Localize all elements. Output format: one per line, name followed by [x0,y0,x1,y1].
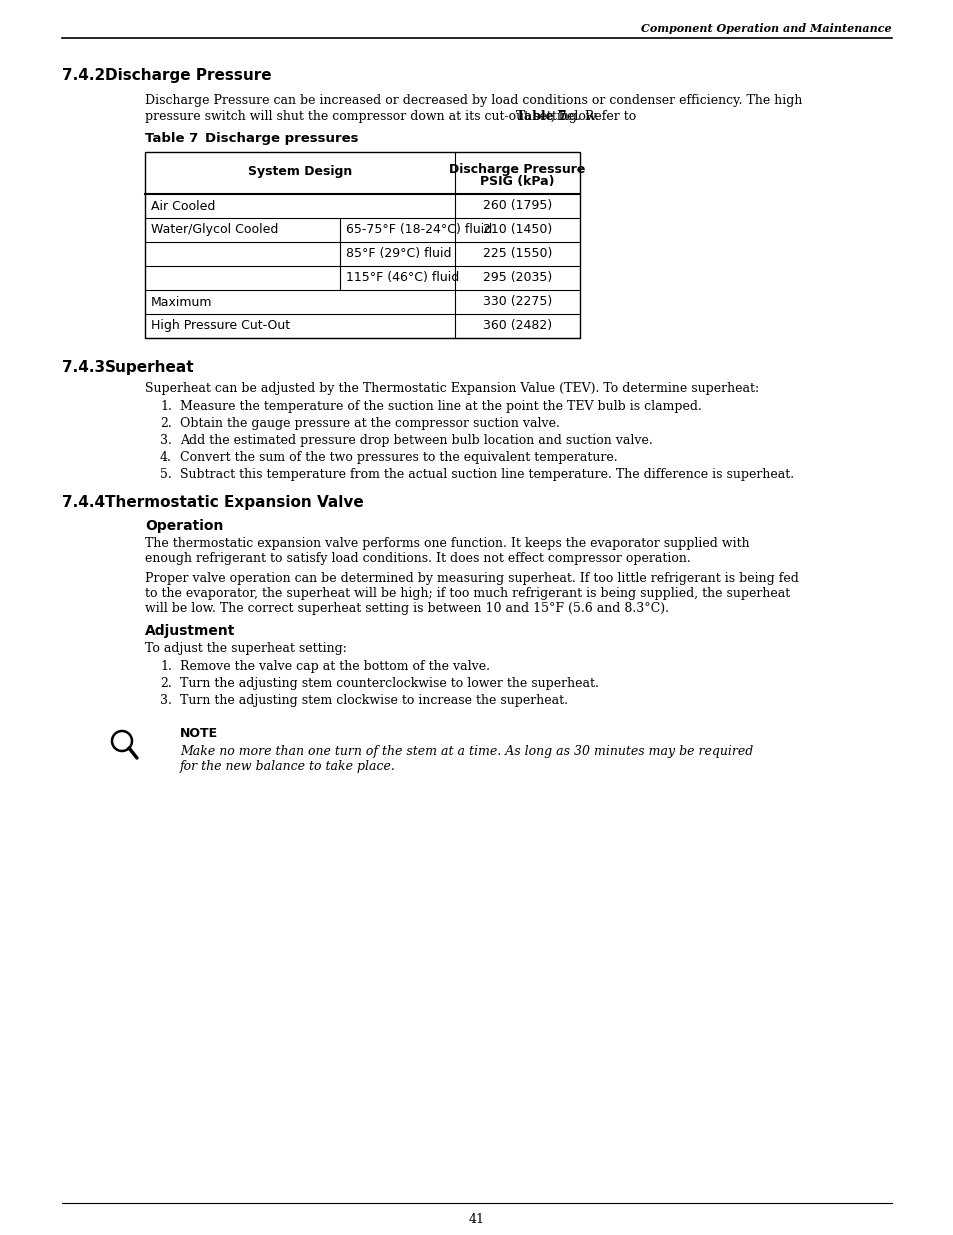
Text: 115°F (46°C) fluid: 115°F (46°C) fluid [346,272,458,284]
Text: Air Cooled: Air Cooled [151,200,215,212]
Text: pressure switch will shut the compressor down at its cut-out setting. Refer to: pressure switch will shut the compressor… [145,110,639,124]
Text: 295 (2035): 295 (2035) [482,272,552,284]
Text: Convert the sum of the two pressures to the equivalent temperature.: Convert the sum of the two pressures to … [180,451,617,464]
Text: 210 (1450): 210 (1450) [482,224,552,236]
Text: 7.4.2: 7.4.2 [62,68,105,83]
Text: Add the estimated pressure drop between bulb location and suction valve.: Add the estimated pressure drop between … [180,433,652,447]
Text: Maximum: Maximum [151,295,213,309]
Text: Discharge pressures: Discharge pressures [205,132,358,144]
Text: 1.: 1. [160,400,172,412]
Text: 3.: 3. [160,433,172,447]
Text: to the evaporator, the superheat will be high; if too much refrigerant is being : to the evaporator, the superheat will be… [145,587,789,600]
Text: To adjust the superheat setting:: To adjust the superheat setting: [145,642,347,655]
Text: 2.: 2. [160,417,172,430]
Text: Make no more than one turn of the stem at a time. As long as 30 minutes may be r: Make no more than one turn of the stem a… [180,745,753,758]
Text: will be low. The correct superheat setting is between 10 and 15°F (5.6 and 8.3°C: will be low. The correct superheat setti… [145,601,668,615]
Text: 330 (2275): 330 (2275) [482,295,552,309]
Text: Discharge Pressure: Discharge Pressure [105,68,272,83]
Text: 225 (1550): 225 (1550) [482,247,552,261]
Text: 41: 41 [469,1213,484,1226]
Text: Turn the adjusting stem counterclockwise to lower the superheat.: Turn the adjusting stem counterclockwise… [180,677,598,690]
Text: Discharge Pressure can be increased or decreased by load conditions or condenser: Discharge Pressure can be increased or d… [145,94,801,107]
Text: Turn the adjusting stem clockwise to increase the superheat.: Turn the adjusting stem clockwise to inc… [180,694,567,706]
Text: NOTE: NOTE [180,727,218,740]
Text: Table 7: Table 7 [516,110,566,124]
Text: Component Operation and Maintenance: Component Operation and Maintenance [640,23,891,35]
Text: 65-75°F (18-24°C) fluid: 65-75°F (18-24°C) fluid [346,224,492,236]
Text: Subtract this temperature from the actual suction line temperature. The differen: Subtract this temperature from the actua… [180,468,793,480]
Text: 260 (1795): 260 (1795) [482,200,552,212]
Text: 2.: 2. [160,677,172,690]
Text: 7.4.4: 7.4.4 [62,495,105,510]
Bar [145,152,579,338]
Text: 7.4.3: 7.4.3 [62,359,105,375]
Text: for the new balance to take place.: for the new balance to take place. [180,760,395,773]
Text: High Pressure Cut-Out: High Pressure Cut-Out [151,320,290,332]
Text: Measure the temperature of the suction line at the point the TEV bulb is clamped: Measure the temperature of the suction l… [180,400,701,412]
Text: enough refrigerant to satisfy load conditions. It does not effect compressor ope: enough refrigerant to satisfy load condi… [145,552,690,564]
Text: 360 (2482): 360 (2482) [482,320,552,332]
Text: 85°F (29°C) fluid: 85°F (29°C) fluid [346,247,451,261]
Text: Obtain the gauge pressure at the compressor suction valve.: Obtain the gauge pressure at the compres… [180,417,559,430]
Text: Table 7: Table 7 [145,132,198,144]
Text: Discharge Pressure: Discharge Pressure [449,163,585,177]
Text: Superheat: Superheat [105,359,194,375]
Text: System Design: System Design [248,165,352,178]
Text: 4.: 4. [160,451,172,464]
Text: Proper valve operation can be determined by measuring superheat. If too little r: Proper valve operation can be determined… [145,572,798,585]
Text: PSIG (kPa): PSIG (kPa) [479,175,554,188]
Text: Remove the valve cap at the bottom of the valve.: Remove the valve cap at the bottom of th… [180,659,490,673]
Text: 5.: 5. [160,468,172,480]
Text: Adjustment: Adjustment [145,624,235,638]
Text: , below.: , below. [551,110,598,124]
Text: 3.: 3. [160,694,172,706]
Text: Operation: Operation [145,519,223,534]
Text: 1.: 1. [160,659,172,673]
Text: The thermostatic expansion valve performs one function. It keeps the evaporator : The thermostatic expansion valve perform… [145,537,749,550]
Text: Superheat can be adjusted by the Thermostatic Expansion Value (TEV). To determin: Superheat can be adjusted by the Thermos… [145,382,759,395]
Text: Water/Glycol Cooled: Water/Glycol Cooled [151,224,278,236]
Text: Thermostatic Expansion Valve: Thermostatic Expansion Valve [105,495,363,510]
